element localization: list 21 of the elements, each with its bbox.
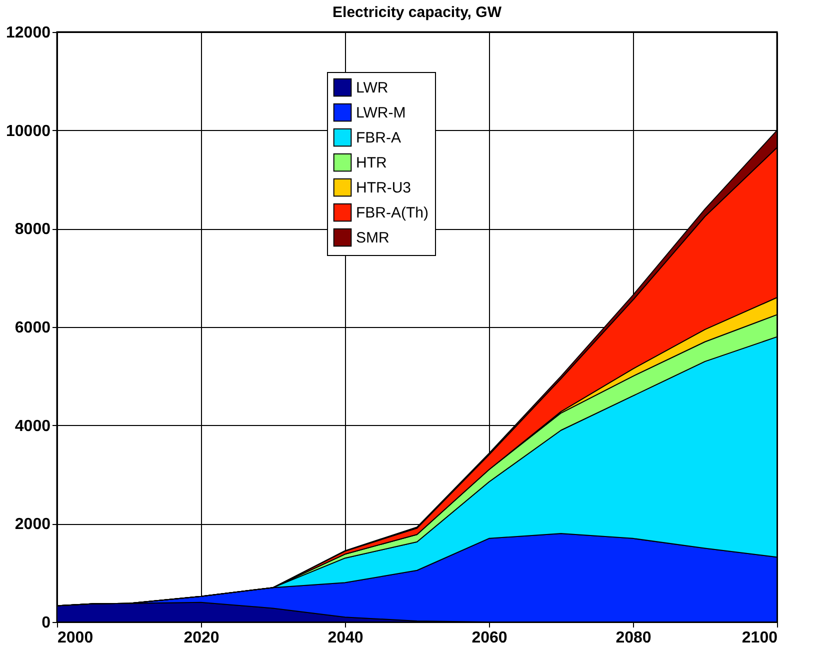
y-tick-label: 4000 bbox=[14, 418, 51, 435]
chart-title: Electricity capacity, GW bbox=[332, 4, 502, 21]
legend-label: SMR bbox=[356, 230, 390, 246]
y-tick-label: 10000 bbox=[6, 122, 51, 140]
y-tick-label: 8000 bbox=[14, 221, 51, 238]
y-tick-label: 0 bbox=[42, 614, 51, 632]
x-tick-label: 2020 bbox=[184, 630, 220, 646]
y-tick-label: 6000 bbox=[14, 320, 51, 336]
legend-label: FBR-A bbox=[356, 130, 401, 146]
x-tick-label: 2080 bbox=[616, 630, 652, 646]
x-tick-label: 2060 bbox=[472, 630, 508, 646]
legend-label: LWR-M bbox=[356, 104, 406, 122]
legend-label: HTR bbox=[356, 154, 387, 172]
x-tick-label: 2040 bbox=[328, 630, 364, 646]
y-tick-label: 12000 bbox=[6, 24, 51, 42]
legend-label: FBR-A(Th) bbox=[356, 204, 428, 222]
y-tick-label: 2000 bbox=[14, 516, 51, 534]
legend-label: HTR-U3 bbox=[356, 180, 411, 196]
x-tick-label: 2000 bbox=[58, 630, 94, 646]
legend-label: LWR bbox=[356, 80, 388, 96]
x-tick-label: 2100 bbox=[742, 630, 778, 646]
